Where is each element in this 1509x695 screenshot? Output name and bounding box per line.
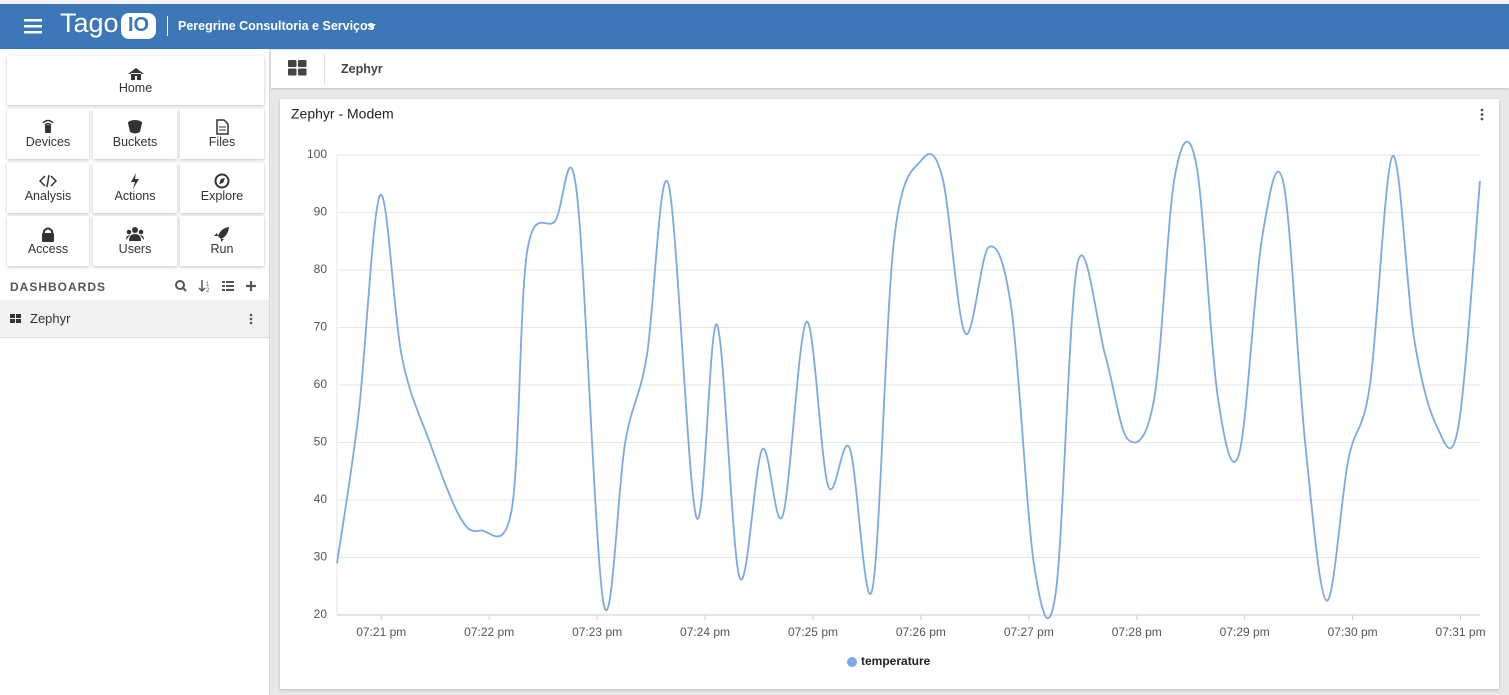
- line-series: [336, 140, 1481, 619]
- nav-label: Devices: [25, 135, 71, 149]
- nav-button[interactable]: Buckets: [93, 109, 177, 159]
- legend-label: temperature: [861, 654, 931, 668]
- section-tools[interactable]: 12: [175, 279, 260, 293]
- icon: [127, 68, 144, 80]
- brand: Tago: [60, 8, 119, 38]
- menu-icon[interactable]: [24, 18, 42, 34]
- icon: [42, 227, 54, 242]
- chart-title: Zephyr - Modem: [291, 106, 394, 122]
- sidebar: Home Devices Buckets Files Analysis Actions E…: [0, 49, 270, 695]
- x-tick-label: 07:30 pm: [1328, 625, 1378, 639]
- top-bar: Tago IO Peregrine Consultoria e Serviços: [0, 4, 1509, 49]
- icon: [126, 227, 144, 241]
- nav-label: Explore: [200, 189, 244, 203]
- icon: [42, 119, 54, 133]
- x-tick-label: 07:31 pm: [1436, 625, 1486, 639]
- nav-button[interactable]: Home: [7, 56, 264, 105]
- chart: Zephyr - Modem 20 30 40 50 60 70 80 90 100 07:21 …: [291, 106, 1486, 668]
- y-tick-label: 20: [314, 607, 328, 621]
- divider: [167, 16, 168, 36]
- x-tick-label: 07:27 pm: [1004, 625, 1054, 639]
- icon: [214, 227, 229, 242]
- y-tick-label: 40: [314, 492, 328, 506]
- nav-button[interactable]: Analysis: [7, 163, 89, 213]
- section-title: DASHBOARDS: [10, 280, 107, 294]
- dropdown-caret: [367, 24, 376, 29]
- x-tick-label: 07:24 pm: [680, 625, 730, 639]
- nav-label: Actions: [114, 189, 156, 203]
- dashboard-name: Zephyr: [30, 311, 71, 326]
- more-icon[interactable]: [249, 312, 253, 326]
- divider: [324, 54, 325, 84]
- x-tick-label: 07:29 pm: [1220, 625, 1270, 639]
- nav-button[interactable]: Devices: [7, 109, 89, 159]
- y-tick-label: 50: [314, 435, 328, 449]
- y-tick-label: 100: [307, 147, 327, 161]
- nav-button[interactable]: Files: [180, 109, 264, 159]
- icon: [10, 314, 21, 323]
- svg-text:1: 1: [206, 282, 210, 288]
- y-tick-label: 70: [314, 320, 328, 334]
- x-tick-label: 07:26 pm: [896, 625, 946, 639]
- nav-button[interactable]: Actions: [93, 163, 177, 213]
- icon: [214, 173, 230, 189]
- x-tick-label: 07:22 pm: [464, 625, 514, 639]
- nav-label: Home: [118, 81, 153, 95]
- icon: [216, 119, 229, 135]
- y-tick-label: 30: [314, 550, 328, 564]
- icon: [128, 120, 142, 134]
- nav-label: Access: [27, 242, 69, 256]
- legend-swatch: [847, 657, 857, 667]
- breadcrumb: Zephyr: [341, 62, 383, 76]
- nav-label: Buckets: [112, 135, 158, 149]
- dashboard-icon: [288, 60, 307, 76]
- y-tick-label: 80: [314, 262, 328, 276]
- nav-label: Run: [210, 242, 234, 256]
- x-tick-label: 07:23 pm: [572, 625, 622, 639]
- brand-badge: IO: [121, 13, 157, 39]
- x-tick-label: 07:28 pm: [1112, 625, 1162, 639]
- icon: [131, 173, 139, 189]
- icon: [39, 174, 57, 188]
- x-tick-label: 07:25 pm: [788, 625, 838, 639]
- y-tick-label: 90: [314, 205, 328, 219]
- x-tick-label: 07:21 pm: [356, 625, 406, 639]
- widget-card: Zephyr - Modem 20 30 40 50 60 70 80 90 100 07:21 …: [280, 99, 1499, 689]
- breadcrumb-bar: Zephyr: [271, 50, 1509, 88]
- nav-label: Analysis: [24, 189, 72, 203]
- nav-label: Users: [118, 242, 152, 256]
- svg-text:2: 2: [206, 288, 210, 293]
- top-strip: [0, 0, 1509, 4]
- dashboard-item[interactable]: Zephyr: [0, 300, 269, 338]
- account-name[interactable]: Peregrine Consultoria e Serviços: [178, 19, 375, 33]
- y-tick-label: 60: [314, 377, 328, 391]
- nav-button[interactable]: Explore: [180, 163, 264, 213]
- nav-button[interactable]: Run: [180, 216, 264, 266]
- nav-label: Files: [208, 135, 236, 149]
- nav-button[interactable]: Access: [7, 216, 89, 266]
- nav-button[interactable]: Users: [93, 216, 177, 266]
- more-icon[interactable]: [1480, 108, 1484, 121]
